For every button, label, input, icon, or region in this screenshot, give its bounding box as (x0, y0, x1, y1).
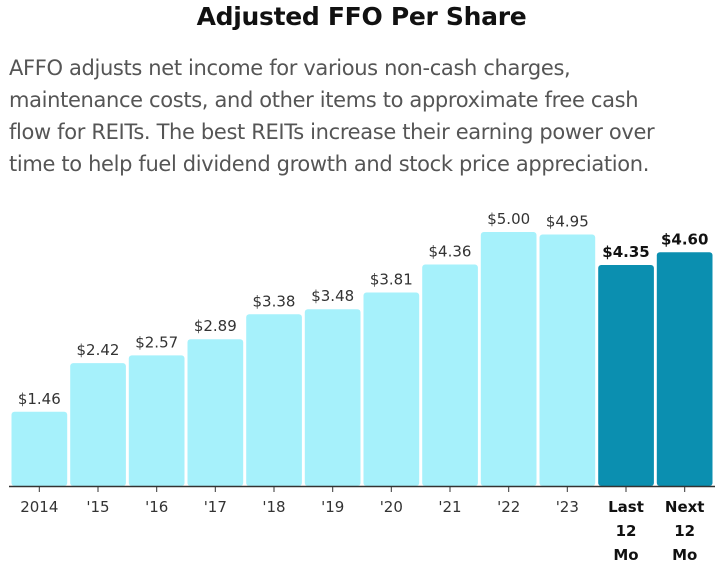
x-tick-labels-group: 2014 '15 '16 '17 '18 '19 '20 '21 '22 '23 Last 12 Mo N… (20, 498, 704, 564)
value-label-0: $1.46 (18, 390, 61, 408)
x-tick-label-3: '17 (204, 498, 227, 516)
x-tick-label-4: '18 (262, 498, 285, 516)
value-label-8: $5.00 (487, 210, 530, 228)
value-label-6: $3.81 (370, 271, 413, 289)
value-label-5: $3.48 (311, 287, 354, 305)
x-tick-label-7: '21 (438, 498, 461, 516)
x-ticks-group (38, 486, 686, 492)
x-tick-label-0: 2014 (20, 498, 58, 516)
bar-0 (11, 411, 68, 486)
bar-8 (480, 232, 537, 486)
bar-10 (598, 265, 654, 486)
x-tick-label-10: Last 12 Mo (608, 498, 644, 564)
bar-6 (363, 292, 420, 486)
value-label-9: $4.95 (546, 213, 589, 231)
x-tick-label-8: '22 (497, 498, 520, 516)
x-tick-label-2: '16 (145, 498, 168, 516)
value-label-11: $4.60 (661, 230, 708, 248)
bar-9 (539, 234, 596, 486)
x-tick-label-9: '23 (556, 498, 579, 516)
bar-1 (70, 363, 126, 486)
bar-7 (422, 264, 478, 486)
value-label-2: $2.57 (135, 333, 178, 351)
x-tick-label-5: '19 (321, 498, 344, 516)
bar-5 (304, 309, 361, 486)
x-tick-label-1: '15 (86, 498, 109, 516)
x-tick-label-6: '20 (380, 498, 403, 516)
value-label-4: $3.38 (253, 292, 296, 310)
bar-3 (187, 339, 244, 486)
value-labels-group: $1.46 $2.42 $2.57 $2.89 $3.38 $3.48 $3.81 $4.36… (18, 210, 709, 408)
bar-2 (128, 355, 185, 486)
chart-subtitle: AFFO adjusts net income for various non-… (9, 56, 655, 176)
bar-11 (656, 252, 713, 486)
bar-4 (246, 314, 302, 486)
x-tick-label-11: Next 12 Mo (665, 498, 705, 564)
value-label-1: $2.42 (77, 341, 120, 359)
chart-title: Adjusted FFO Per Share (196, 2, 527, 31)
value-label-3: $2.89 (194, 317, 237, 335)
bars-group (11, 232, 713, 486)
value-label-10: $4.35 (602, 243, 649, 261)
value-label-7: $4.36 (429, 243, 472, 261)
